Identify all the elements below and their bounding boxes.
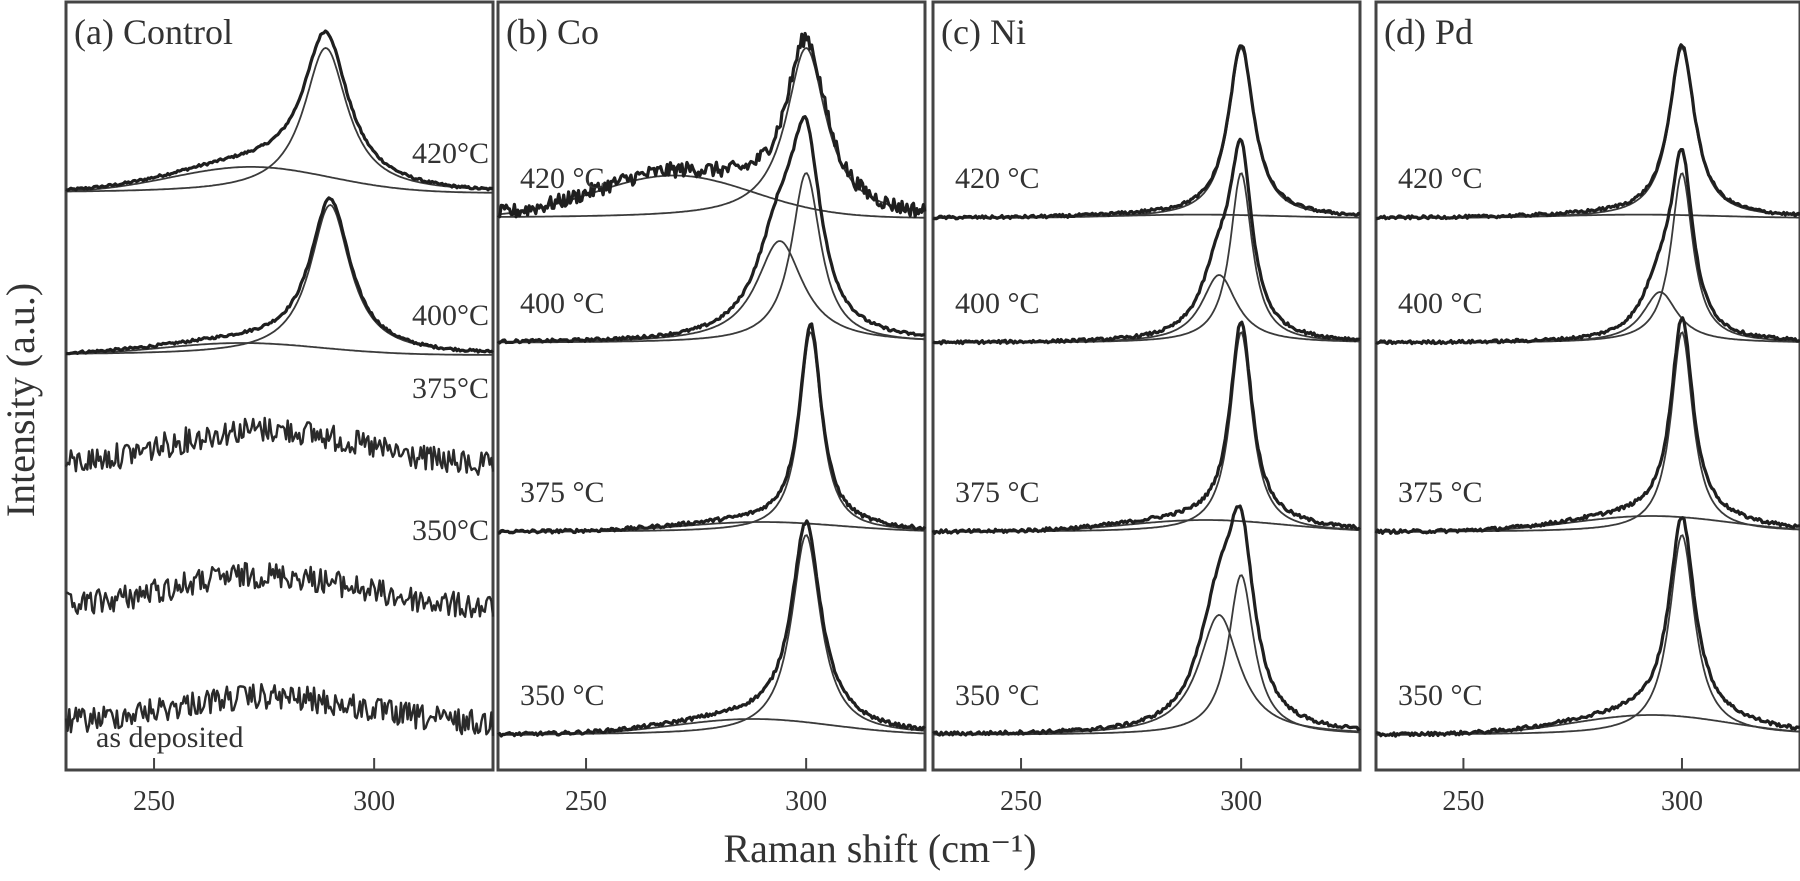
panel-label: (b) Co — [506, 12, 599, 52]
series-line — [1374, 316, 1800, 535]
series-line — [932, 504, 1361, 737]
panel-frame — [931, 0, 1362, 772]
series-label: 400 °C — [1398, 287, 1483, 320]
series-1: 400 °C — [1375, 148, 1800, 346]
series-label: 375°C — [412, 372, 489, 405]
series-line — [65, 196, 494, 356]
series-label: 375 °C — [520, 476, 605, 509]
series-label: 400°C — [412, 299, 489, 332]
series-3: 350 °C — [1375, 516, 1800, 738]
series-3: 350 °C — [932, 504, 1361, 737]
panel-frame — [496, 0, 927, 772]
series-0: 420 °C — [1375, 43, 1800, 221]
series-line — [496, 31, 927, 219]
series-line — [497, 322, 927, 535]
series-line — [64, 416, 495, 476]
series-1: 400 °C — [932, 137, 1361, 346]
panel-label: (c) Ni — [941, 12, 1026, 52]
series-2: 375 °C — [497, 322, 927, 535]
panel-frame — [64, 0, 495, 772]
x-axis-label: Raman shift (cm⁻¹) — [723, 826, 1036, 871]
series-label: 420°C — [412, 137, 489, 170]
panel-d: (d) Pd 250 300 420 °C 400 °C 375 °C 350 °C — [1374, 0, 1800, 817]
x-tick-label: 250 — [1000, 786, 1042, 817]
series-label: 375 °C — [955, 476, 1040, 509]
y-axis-label: Intensity (a.u.) — [0, 283, 43, 517]
panel-c: (c) Ni 250 300 420 °C 400 °C 375 °C 350 °C — [931, 0, 1362, 817]
series-label: 420 °C — [520, 162, 605, 195]
panels-group: (a) Control 250 300 420°C 400°C 375°C 350°C as … — [64, 0, 1800, 817]
series-0: 420 °C — [932, 44, 1361, 221]
x-tick-label: 250 — [565, 786, 607, 817]
series-label: 350 °C — [520, 679, 605, 712]
series-2: 375 °C — [931, 320, 1361, 535]
series-label: 400 °C — [955, 287, 1040, 320]
panel-label: (a) Control — [74, 12, 233, 52]
panel-label: (d) Pd — [1384, 12, 1473, 52]
series-line — [65, 561, 495, 619]
series-3: 350 °C — [497, 519, 926, 738]
series-line — [932, 44, 1361, 221]
series-label: as deposited — [96, 721, 243, 754]
fit-component — [498, 521, 926, 533]
x-tick-label: 250 — [1442, 786, 1484, 817]
series-label: 420 °C — [955, 162, 1040, 195]
series-label: 350 °C — [955, 679, 1040, 712]
series-label: 400 °C — [520, 287, 605, 320]
series-0: 420 °C — [496, 31, 927, 219]
series-1: 400 °C — [496, 115, 926, 345]
series-label: 375 °C — [1398, 476, 1483, 509]
series-0: 420°C — [65, 29, 494, 194]
series-line — [64, 683, 495, 736]
fit-component — [65, 342, 493, 356]
panel-b: (b) Co 250 300 420 °C 400 °C 375 °C 350 °C — [496, 0, 927, 817]
series-4: as deposited — [64, 683, 495, 754]
x-tick-label: 300 — [785, 786, 827, 817]
series-label: 350 °C — [1398, 679, 1483, 712]
series-line — [65, 29, 494, 192]
fit-component — [65, 166, 494, 194]
panel-a: (a) Control 250 300 420°C 400°C 375°C 350°C as … — [64, 0, 495, 817]
series-line — [1375, 148, 1800, 346]
panel-frame — [1374, 0, 1800, 772]
series-line — [496, 115, 926, 345]
series-line — [497, 519, 926, 738]
x-tick-label: 300 — [1220, 786, 1262, 817]
x-tick-label: 300 — [1661, 786, 1703, 817]
series-2: 375°C — [64, 372, 495, 476]
series-label: 420 °C — [1398, 162, 1483, 195]
series-line — [1375, 516, 1800, 738]
series-line — [1375, 43, 1800, 221]
series-3: 350°C — [65, 514, 495, 619]
x-tick-label: 300 — [353, 786, 395, 817]
x-tick-label: 250 — [133, 786, 175, 817]
series-1: 400°C — [65, 196, 494, 356]
series-line — [931, 320, 1361, 535]
series-label: 350°C — [412, 514, 489, 547]
series-line — [932, 137, 1361, 346]
series-2: 375 °C — [1374, 316, 1800, 535]
